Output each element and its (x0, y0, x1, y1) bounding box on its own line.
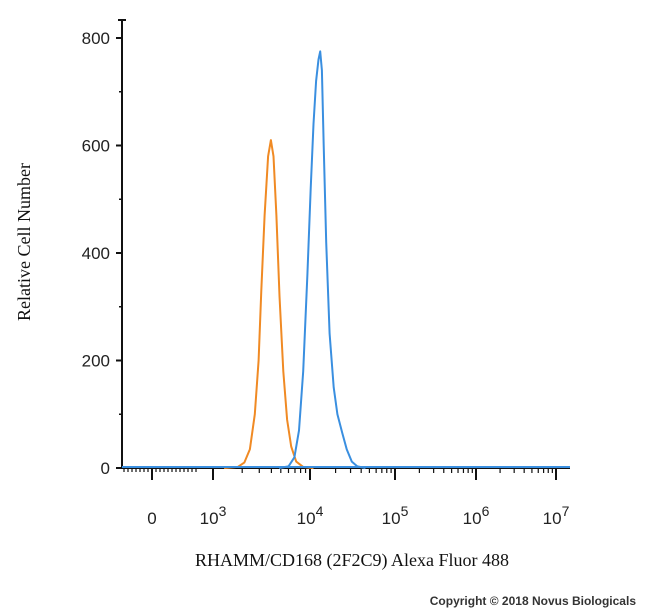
x-tick-label: 106 (463, 503, 490, 528)
y-tick-labels: 0 200 400 600 800 (82, 29, 110, 478)
y-tick-label: 600 (82, 137, 110, 156)
chart-axes (116, 19, 570, 480)
x-tick-label: 105 (382, 503, 409, 528)
x-tick-label: 104 (297, 503, 324, 528)
y-tick-label: 200 (82, 352, 110, 371)
y-tick-label: 0 (101, 459, 110, 478)
series-layer (122, 50, 570, 469)
copyright-notice: Copyright © 2018 Novus Biologicals (429, 594, 636, 608)
x-tick-label: 0 (147, 509, 156, 528)
x-axis-title: RHAMM/CD168 (2F2C9) Alexa Fluor 488 (195, 550, 509, 571)
x-tick-labels: 0 103 104 105 106 107 (147, 503, 569, 528)
x-tick-label: 107 (543, 503, 570, 528)
histogram-series-2 (278, 50, 366, 469)
y-axis-title: Relative Cell Number (14, 163, 34, 321)
y-tick-label: 800 (82, 29, 110, 48)
y-tick-label: 400 (82, 244, 110, 263)
x-tick-label: 103 (200, 503, 227, 528)
histogram-series-1 (224, 139, 314, 469)
